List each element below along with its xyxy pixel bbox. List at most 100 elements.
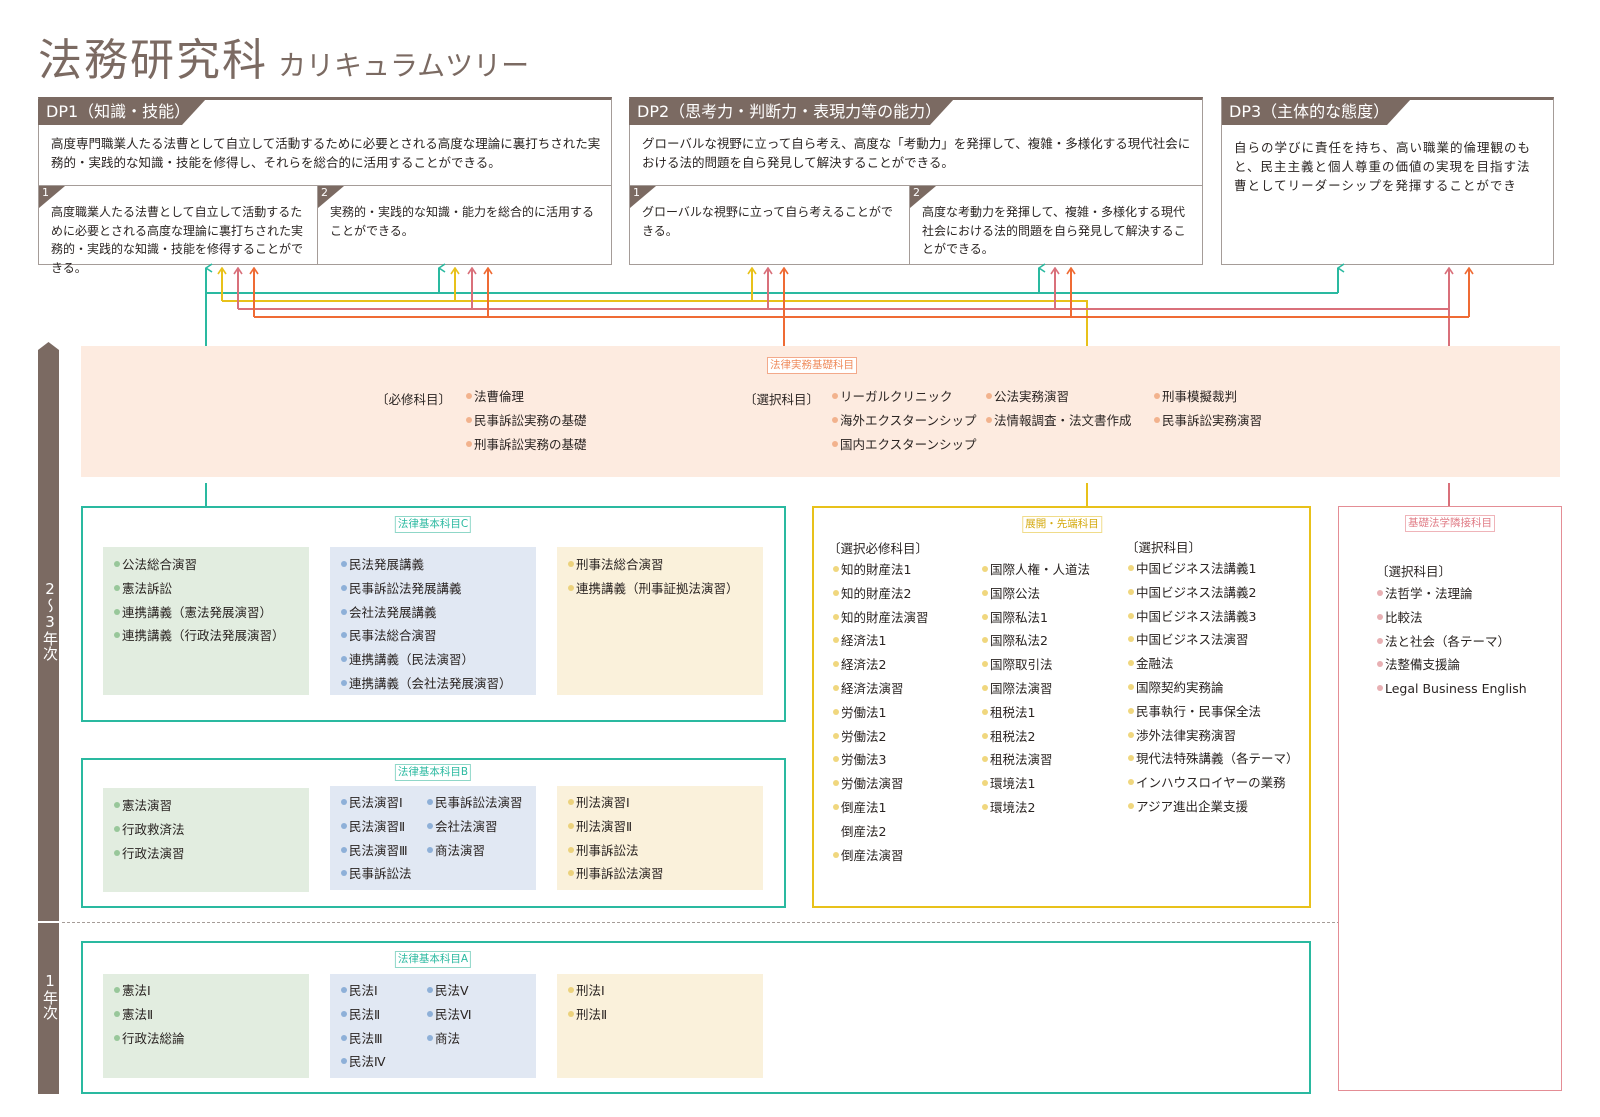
course-name: 憲法訴訟 bbox=[122, 580, 173, 596]
course-name: 商法 bbox=[435, 1030, 461, 1046]
course-item: アジア進出企業支援 bbox=[1128, 798, 1299, 822]
bullet-dot-icon bbox=[114, 825, 120, 832]
course-item: 商法 bbox=[427, 1030, 472, 1054]
bullet-dot-icon bbox=[1128, 707, 1134, 714]
bullet-dot-icon bbox=[982, 637, 988, 644]
bullet-dot-icon bbox=[1128, 612, 1134, 619]
course-list: 刑事法総合演習 連携講義（刑事証拠法演習） bbox=[568, 556, 739, 604]
course-name: 国際公法 bbox=[990, 585, 1041, 601]
dp3-title: DP3（主体的な態度） bbox=[1221, 99, 1411, 125]
course-list: 刑法演習Ⅰ 刑法演習Ⅱ 刑事訴訟法 刑事訴訟法演習 bbox=[568, 794, 664, 889]
course-item: 刑事訴訟法演習 bbox=[568, 865, 664, 889]
course-item: 国際私法1 bbox=[982, 609, 1090, 633]
basic-c-section: 法律基本科目C 公法総合演習 憲法訴訟 連携講義（憲法発展演習） 連携講義（行政法発展… bbox=[81, 506, 786, 722]
course-name: 比較法 bbox=[1385, 609, 1423, 625]
course-name: 渉外法律実務演習 bbox=[1136, 727, 1237, 743]
course-item: 環境法1 bbox=[982, 775, 1090, 799]
course-name: 金融法 bbox=[1136, 656, 1174, 672]
course-name: 法整備支援論 bbox=[1385, 657, 1461, 673]
course-item: 民法Ⅲ bbox=[341, 1030, 386, 1054]
course-name: 民法演習Ⅰ bbox=[349, 795, 403, 810]
course-name: 公法実務演習 bbox=[994, 389, 1070, 404]
bullet-dot-icon bbox=[1377, 685, 1383, 692]
course-name: 知的財産法1 bbox=[841, 562, 912, 577]
bullet-dot-icon bbox=[1128, 755, 1134, 762]
basic-c-criminal-law-panel: 刑事法総合演習 連携講義（刑事証拠法演習） bbox=[557, 547, 763, 695]
advanced-label: 展開・先端科目 bbox=[1022, 516, 1102, 533]
bullet-dot-icon bbox=[568, 584, 574, 591]
basic-c-civil-law-panel: 民法発展講義 民事訴訟法発展講義 会社法発展講義 民事法総合演習 連携講義（民法演習） 連… bbox=[330, 547, 536, 695]
course-item: 会社法演習 bbox=[427, 818, 523, 842]
bullet-dot-icon bbox=[341, 870, 347, 877]
course-item: 倒産法2 bbox=[833, 823, 929, 847]
course-item: 国際公法 bbox=[982, 585, 1090, 609]
advanced-elective-header: 〔選択科目〕 bbox=[1126, 540, 1202, 555]
course-name: 民事訴訟法 bbox=[349, 866, 412, 882]
pink-connector bbox=[238, 268, 1449, 506]
course-name: 中国ビジネス法講義2 bbox=[1136, 584, 1257, 600]
course-item: 刑事模擬裁判 bbox=[1154, 388, 1262, 412]
bullet-dot-icon bbox=[982, 661, 988, 668]
course-name: 民法演習Ⅱ bbox=[349, 818, 406, 834]
bullet-dot-icon bbox=[114, 561, 120, 567]
course-item: 中国ビジネス法演習 bbox=[1128, 631, 1299, 655]
course-name: 経済法2 bbox=[841, 657, 887, 673]
course-item: リーガルクリニック bbox=[832, 388, 977, 412]
course-name: 倒産法1 bbox=[841, 799, 887, 815]
course-name: 法哲学・法理論 bbox=[1385, 586, 1473, 601]
course-list: 憲法Ⅰ 憲法Ⅱ 行政法総論 bbox=[114, 982, 185, 1053]
dp2-description: グローバルな視野に立って自ら考え、高度な「考動力」を発揮して、複雑・多様化する現… bbox=[642, 136, 1191, 170]
course-item: 知的財産法2 bbox=[833, 585, 929, 609]
bullet-dot-icon bbox=[568, 1010, 574, 1017]
course-name: 経済法1 bbox=[841, 633, 887, 649]
course-name: アジア進出企業支援 bbox=[1136, 798, 1249, 814]
course-item: 商法演習 bbox=[427, 842, 523, 866]
course-item: 刑法演習Ⅰ bbox=[568, 794, 664, 818]
bullet-dot-icon bbox=[982, 732, 988, 739]
course-name: 国際法演習 bbox=[990, 680, 1053, 696]
dp3-box: DP3（主体的な態度） 自らの学びに責任を持ち、高い職業的倫理観のもと、民主主義… bbox=[1221, 97, 1554, 265]
course-name: 法と社会（各テーマ） bbox=[1385, 633, 1511, 649]
course-item: 刑法Ⅰ bbox=[568, 982, 607, 1006]
teal-connector bbox=[205, 268, 1338, 506]
course-name: 現代法特殊講義（各テーマ） bbox=[1136, 751, 1299, 767]
course-item: 法哲学・法理論 bbox=[1377, 585, 1527, 609]
bullet-dot-icon bbox=[832, 440, 838, 447]
bullet-dot-icon bbox=[1128, 779, 1134, 786]
bullet-dot-icon bbox=[833, 803, 839, 810]
course-item: 民法Ⅱ bbox=[341, 1006, 386, 1030]
course-item: 行政救済法 bbox=[114, 821, 185, 845]
year-label-2-3: 2〜3年次 bbox=[41, 580, 59, 661]
course-name: 環境法2 bbox=[990, 799, 1036, 815]
course-item: 刑法演習Ⅱ bbox=[568, 818, 664, 842]
bullet-dot-icon bbox=[832, 393, 838, 399]
bullet-dot-icon bbox=[833, 637, 839, 644]
bullet-dot-icon bbox=[1128, 683, 1134, 690]
bullet-dot-icon bbox=[986, 416, 992, 423]
course-item: 民法Ⅳ bbox=[341, 1053, 386, 1077]
title-sub: カリキュラムツリー bbox=[278, 49, 530, 82]
page-title: 法務研究科 カリキュラムツリー bbox=[38, 24, 529, 88]
course-item: 比較法 bbox=[1377, 609, 1527, 633]
course-name: 刑法Ⅰ bbox=[576, 983, 605, 998]
course-list: 刑事模擬裁判 民事訴訟実務演習 bbox=[1154, 388, 1262, 436]
course-item: インハウスロイヤーの業務 bbox=[1128, 774, 1299, 798]
course-name: 民法Ⅰ bbox=[349, 983, 378, 998]
basic-b-public-law-panel: 憲法演習 行政救済法 行政法演習 bbox=[103, 788, 309, 892]
course-name: 労働法2 bbox=[841, 728, 887, 744]
course-item: 労働法2 bbox=[833, 728, 929, 752]
course-item: 国際人権・人道法 bbox=[982, 561, 1090, 585]
course-name: 商法演習 bbox=[435, 842, 486, 858]
bullet-dot-icon bbox=[833, 661, 839, 668]
course-item: 国際契約実務論 bbox=[1128, 679, 1299, 703]
jurisprudence-elective-header: 〔選択科目〕 bbox=[1376, 564, 1452, 579]
course-item: 連携講義（憲法発展演習） bbox=[114, 604, 285, 628]
course-item: Legal Business English bbox=[1377, 680, 1527, 704]
bullet-dot-icon bbox=[833, 756, 839, 763]
course-name: 労働法演習 bbox=[841, 776, 904, 792]
course-name: 租税法演習 bbox=[990, 752, 1053, 768]
bullet-dot-icon bbox=[114, 849, 120, 856]
course-item: 国際取引法 bbox=[982, 656, 1090, 680]
course-name: 行政法演習 bbox=[122, 845, 185, 861]
basic-a-public-law-panel: 憲法Ⅰ 憲法Ⅱ 行政法総論 bbox=[103, 974, 309, 1078]
